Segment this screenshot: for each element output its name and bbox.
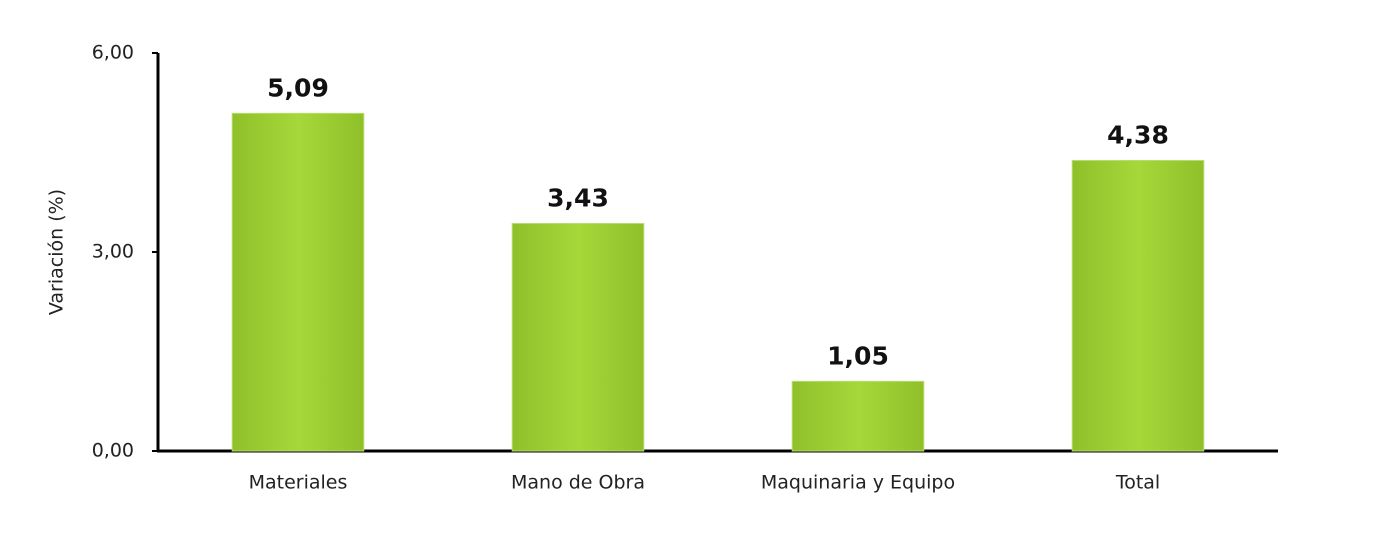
bar: [791, 380, 925, 452]
value-label: 1,05: [827, 341, 889, 370]
bar: [1071, 159, 1205, 452]
value-label: 3,43: [547, 183, 609, 212]
bar: [511, 222, 645, 452]
y-tick-label: 6,00: [92, 42, 134, 64]
value-label: 5,09: [267, 73, 329, 102]
x-tick-label: Mano de Obra: [511, 472, 645, 494]
x-tick-label: Maquinaria y Equipo: [761, 472, 955, 494]
x-tick-label: Materiales: [249, 472, 348, 494]
y-tick-label: 0,00: [92, 440, 134, 462]
y-tick-label: 3,00: [92, 241, 134, 263]
bar: [231, 112, 365, 452]
y-axis-label: Variación (%): [46, 189, 68, 315]
x-tick-label: Total: [1115, 472, 1160, 494]
value-label: 4,38: [1107, 120, 1169, 149]
